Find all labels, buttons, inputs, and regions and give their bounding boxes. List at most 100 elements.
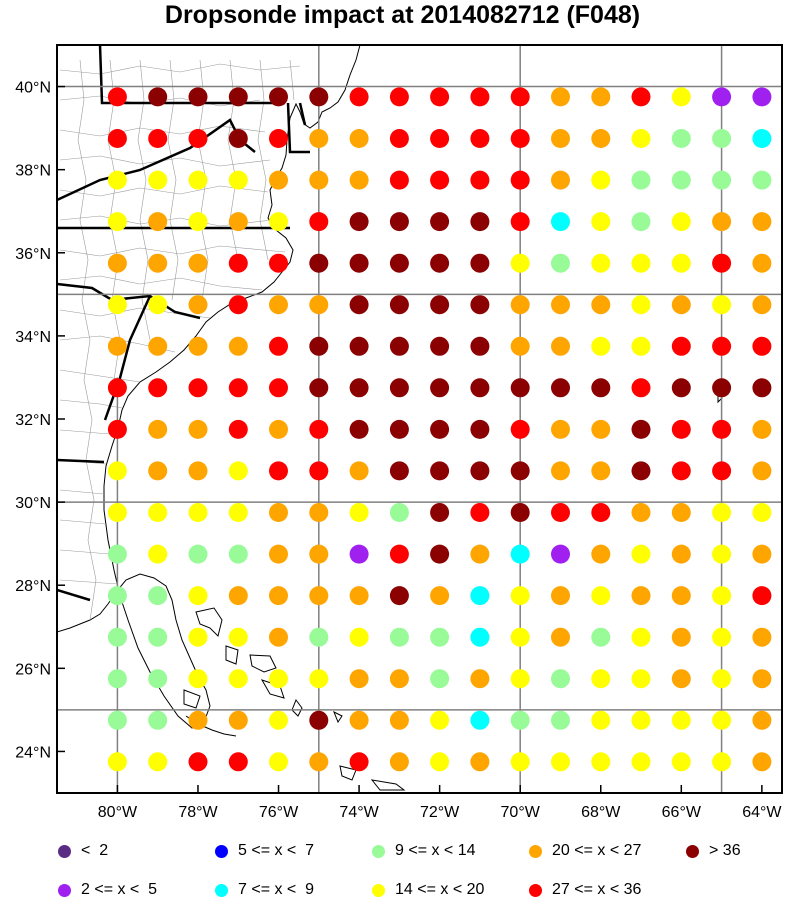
legend-swatch	[372, 845, 385, 858]
impact-dot	[672, 337, 691, 356]
impact-dot	[430, 295, 449, 314]
impact-dot	[591, 378, 610, 397]
y-tick-label: 28°N	[15, 578, 51, 595]
impact-dot	[390, 337, 409, 356]
impact-dot	[350, 212, 369, 231]
impact-dot	[632, 711, 651, 730]
impact-dot	[148, 503, 167, 522]
legend-swatch	[58, 884, 71, 897]
impact-dot	[350, 171, 369, 190]
impact-dot	[511, 669, 530, 688]
impact-dot	[591, 628, 610, 647]
impact-dot	[752, 503, 771, 522]
impact-dot	[632, 545, 651, 564]
x-tick-label: 74°W	[339, 804, 379, 821]
impact-dot	[672, 129, 691, 148]
impact-dot	[551, 711, 570, 730]
impact-dot	[148, 586, 167, 605]
impact-dot	[390, 129, 409, 148]
impact-dot	[712, 87, 731, 106]
impact-dot	[350, 461, 369, 480]
impact-dot	[591, 212, 610, 231]
impact-dot	[591, 420, 610, 439]
impact-dot	[470, 752, 489, 771]
impact-dot	[511, 378, 530, 397]
impact-dot	[632, 628, 651, 647]
impact-dot	[632, 337, 651, 356]
impact-dot	[148, 378, 167, 397]
impact-dot	[712, 503, 731, 522]
impact-dot	[148, 420, 167, 439]
impact-dot	[712, 254, 731, 273]
impact-dot	[551, 545, 570, 564]
impact-dot	[269, 586, 288, 605]
impact-dot	[390, 87, 409, 106]
legend-item: 7 <= x < 9	[215, 879, 314, 901]
legend-label: 7 <= x < 9	[238, 881, 314, 899]
impact-dot	[551, 337, 570, 356]
x-tick-label: 80°W	[98, 804, 138, 821]
impact-dot	[148, 254, 167, 273]
impact-dot	[350, 711, 369, 730]
legend-label: > 36	[709, 842, 741, 860]
impact-dot	[752, 87, 771, 106]
impact-dot	[551, 171, 570, 190]
impact-dot	[551, 586, 570, 605]
impact-dot	[591, 337, 610, 356]
x-tick-label: 64°W	[742, 804, 782, 821]
impact-dot	[148, 171, 167, 190]
impact-dot	[632, 295, 651, 314]
impact-dot	[470, 337, 489, 356]
impact-dot	[632, 212, 651, 231]
impact-dot	[470, 129, 489, 148]
impact-dot	[189, 295, 208, 314]
y-tick-label: 36°N	[15, 246, 51, 263]
impact-dot	[350, 295, 369, 314]
impact-dot	[189, 669, 208, 688]
y-tick-label: 40°N	[15, 80, 51, 97]
impact-dot	[148, 129, 167, 148]
impact-dot	[591, 545, 610, 564]
impact-dot	[390, 545, 409, 564]
impact-dot	[672, 711, 691, 730]
impact-dot	[591, 87, 610, 106]
impact-dot	[189, 752, 208, 771]
x-tick-label: 68°W	[581, 804, 621, 821]
impact-dot	[712, 171, 731, 190]
impact-dot	[309, 129, 328, 148]
impact-dot	[430, 420, 449, 439]
impact-dot	[551, 461, 570, 480]
impact-dot	[591, 752, 610, 771]
impact-dot	[511, 752, 530, 771]
legend-item: > 36	[686, 840, 741, 862]
impact-dot	[632, 129, 651, 148]
impact-dot	[269, 711, 288, 730]
impact-dot	[511, 171, 530, 190]
impact-dot	[229, 171, 248, 190]
impact-dot	[309, 212, 328, 231]
impact-dot	[551, 254, 570, 273]
impact-dot	[229, 669, 248, 688]
impact-dot	[430, 752, 449, 771]
impact-dot	[712, 586, 731, 605]
impact-dot	[309, 545, 328, 564]
impact-dot	[148, 295, 167, 314]
impact-dot	[672, 254, 691, 273]
impact-dot	[712, 295, 731, 314]
legend-swatch	[529, 884, 542, 897]
impact-dot	[350, 503, 369, 522]
impact-dot	[390, 254, 409, 273]
impact-dot	[551, 420, 570, 439]
impact-dot	[269, 87, 288, 106]
impact-dot	[269, 545, 288, 564]
impact-dot	[390, 586, 409, 605]
impact-dot	[350, 129, 369, 148]
impact-dot	[752, 586, 771, 605]
impact-dot	[269, 337, 288, 356]
impact-dot	[350, 669, 369, 688]
impact-dot	[108, 378, 127, 397]
impact-dot	[430, 87, 449, 106]
impact-dot	[148, 337, 167, 356]
impact-dot	[430, 129, 449, 148]
impact-dot	[632, 669, 651, 688]
